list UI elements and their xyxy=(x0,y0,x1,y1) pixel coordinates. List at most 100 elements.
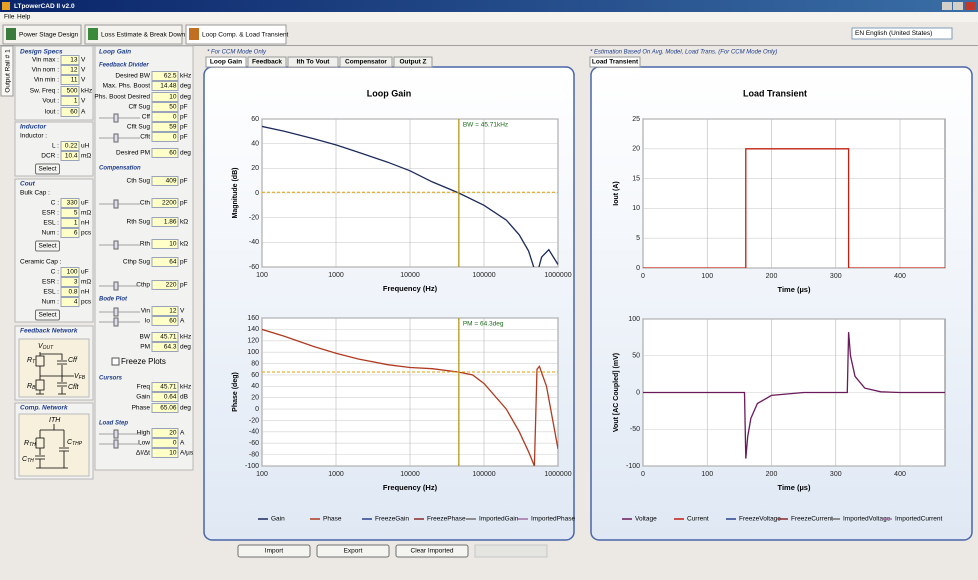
field-value-box[interactable] xyxy=(151,342,179,352)
field-value-box[interactable] xyxy=(151,438,179,448)
field-value-box[interactable] xyxy=(151,403,179,413)
field-unit: V xyxy=(81,67,86,74)
slider-thumb[interactable] xyxy=(113,429,119,439)
field-value-box[interactable] xyxy=(60,218,80,228)
close-button[interactable] xyxy=(965,2,975,10)
field-unit: V xyxy=(180,308,185,315)
field-value: 65.06 xyxy=(160,405,177,412)
feedback-label-sub: OUT xyxy=(43,345,55,351)
toolbar-tab[interactable] xyxy=(185,24,287,45)
field-value-box[interactable] xyxy=(60,297,80,307)
field-value-box[interactable] xyxy=(60,86,80,96)
field-value-box[interactable] xyxy=(151,81,179,91)
field-value-box[interactable] xyxy=(151,306,179,316)
field-value-box[interactable] xyxy=(151,316,179,326)
y-tick-label: -100 xyxy=(245,463,259,470)
field-value-box[interactable] xyxy=(60,198,80,208)
field-value-box[interactable] xyxy=(60,75,80,85)
comp-label-main: C xyxy=(67,439,73,446)
side-tab-label: Output Rail # 1 xyxy=(5,49,12,93)
field-value-box[interactable] xyxy=(151,122,179,132)
field-value: 330 xyxy=(67,200,78,207)
field-value-box[interactable] xyxy=(151,428,179,438)
y-tick-label: -40 xyxy=(249,429,259,436)
checkbox[interactable] xyxy=(111,357,120,366)
x-tick-label: 200 xyxy=(766,273,778,280)
field-value-box[interactable] xyxy=(60,65,80,75)
field-value-box[interactable] xyxy=(151,112,179,122)
field-value-box[interactable] xyxy=(60,228,80,238)
field-value-box[interactable] xyxy=(151,132,179,142)
field-label: Vin max : xyxy=(32,57,59,64)
x-tick-label: 1000000 xyxy=(544,272,571,279)
field-value-box[interactable] xyxy=(60,208,80,218)
action-button[interactable] xyxy=(395,544,469,558)
field-value-box[interactable] xyxy=(151,198,179,208)
field-value-box[interactable] xyxy=(60,107,80,117)
group-heading: Inductor xyxy=(20,124,46,131)
slider-thumb[interactable] xyxy=(113,281,119,291)
field-value-box[interactable] xyxy=(151,280,179,290)
field-value: 11 xyxy=(71,77,78,84)
field-value-box[interactable] xyxy=(60,55,80,65)
slider-thumb[interactable] xyxy=(113,113,119,123)
select-button[interactable] xyxy=(35,240,60,252)
slider-thumb[interactable] xyxy=(113,307,119,317)
feedback-label-main: Cflt xyxy=(68,384,80,391)
x-axis-label: Time (µs) xyxy=(778,483,811,492)
chart-tab[interactable] xyxy=(339,56,393,68)
field-value-box[interactable] xyxy=(60,151,80,161)
side-tab[interactable] xyxy=(0,45,14,97)
toolbar-tab-label: Power Stage Design xyxy=(19,32,79,39)
field-value-box[interactable] xyxy=(60,141,80,151)
x-tick-label: 300 xyxy=(830,471,842,478)
toolbar-tab[interactable] xyxy=(84,24,183,45)
field-value: 0.8 xyxy=(68,289,77,296)
field-value: 59 xyxy=(169,124,177,131)
field-value-box[interactable] xyxy=(151,102,179,112)
field-value-box[interactable] xyxy=(151,257,179,267)
slider-thumb[interactable] xyxy=(113,133,119,143)
chart-tab[interactable] xyxy=(287,56,339,68)
minimize-button[interactable] xyxy=(942,2,952,10)
maximize-button[interactable] xyxy=(953,2,963,10)
chart-tab[interactable] xyxy=(205,56,247,68)
field-label: Cflt Sug xyxy=(127,124,151,131)
y-tick-label: 40 xyxy=(251,383,259,390)
menu-item[interactable]: Help xyxy=(17,14,31,21)
x-tick-label: 400 xyxy=(894,471,906,478)
field-value-box[interactable] xyxy=(151,71,179,81)
field-value-box[interactable] xyxy=(151,239,179,249)
field-value-box[interactable] xyxy=(151,392,179,402)
select-button[interactable] xyxy=(35,309,60,321)
field-value-box[interactable] xyxy=(151,332,179,342)
chart-tab[interactable] xyxy=(393,56,433,68)
action-button[interactable] xyxy=(237,544,311,558)
field-value-box[interactable] xyxy=(60,267,80,277)
action-button[interactable] xyxy=(316,544,390,558)
language-box[interactable] xyxy=(851,27,953,40)
field-value-box[interactable] xyxy=(151,148,179,158)
select-button[interactable] xyxy=(35,163,60,175)
field-value-box[interactable] xyxy=(151,176,179,186)
field-value-box[interactable] xyxy=(151,92,179,102)
field-value-box[interactable] xyxy=(60,287,80,297)
comp-label-sub: TH xyxy=(27,458,34,464)
field-value-box[interactable] xyxy=(151,382,179,392)
slider-thumb[interactable] xyxy=(113,317,119,327)
slider-thumb[interactable] xyxy=(113,439,119,449)
field-value-box[interactable] xyxy=(151,448,179,458)
legend-label: FreezePhase xyxy=(427,516,466,523)
field-value-box[interactable] xyxy=(60,96,80,106)
slider-thumb[interactable] xyxy=(113,199,119,209)
field-value-box[interactable] xyxy=(60,277,80,287)
chart-tab[interactable] xyxy=(247,56,287,68)
field-value-box[interactable] xyxy=(151,217,179,227)
toolbar-tab[interactable] xyxy=(2,24,82,45)
menu-item[interactable]: File xyxy=(4,14,15,21)
y-tick-label: -60 xyxy=(249,264,259,271)
y-tick-label: 15 xyxy=(632,175,640,182)
group-heading: Design Specs xyxy=(20,49,63,56)
chart-tab[interactable] xyxy=(589,56,641,68)
slider-thumb[interactable] xyxy=(113,240,119,250)
